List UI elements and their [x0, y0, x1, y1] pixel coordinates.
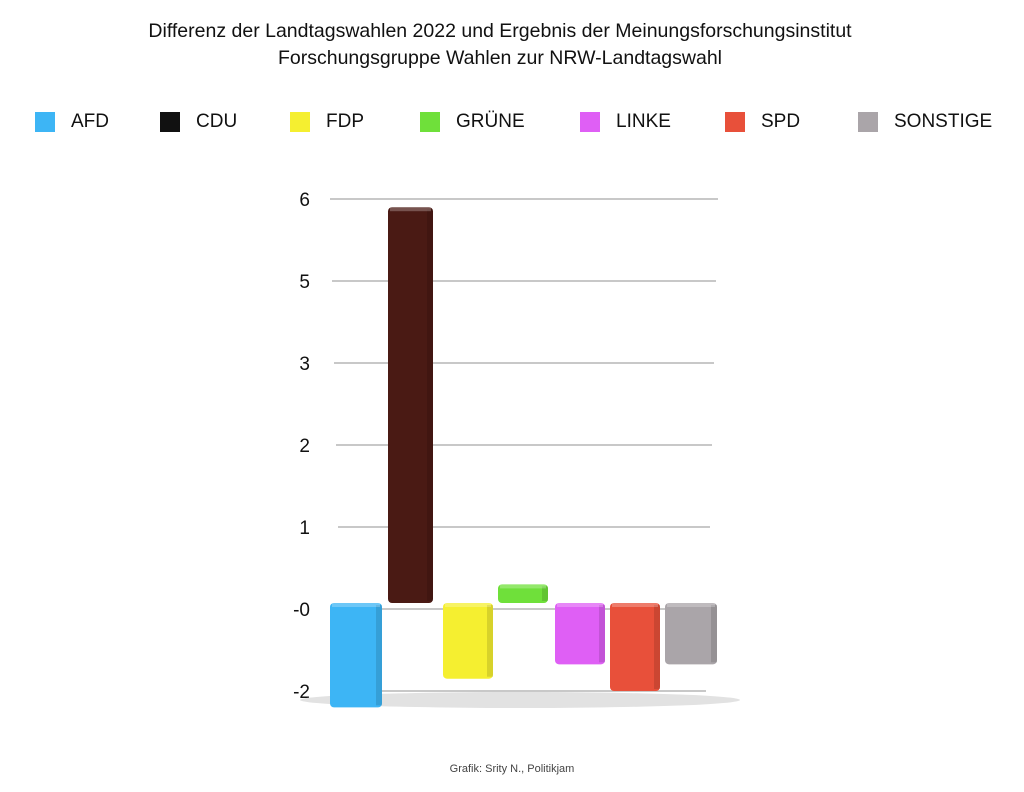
legend-swatch	[160, 112, 180, 132]
legend-item: FDP	[290, 111, 364, 133]
bar	[330, 603, 382, 708]
bar-grüne	[498, 584, 548, 603]
legend-swatch	[580, 112, 600, 132]
bar	[665, 603, 717, 665]
legend-label: SONSTIGE	[894, 111, 993, 132]
bar	[555, 603, 605, 665]
bar	[443, 603, 493, 679]
bar-side-shade	[427, 209, 433, 601]
legend-swatch	[725, 112, 745, 132]
bar-sonstige	[665, 603, 717, 665]
legend-label: FDP	[326, 111, 364, 132]
y-tick-label: 1	[299, 518, 310, 539]
bar	[498, 584, 548, 603]
bar-top-highlight	[612, 603, 658, 607]
legend-item: GRÜNE	[420, 111, 525, 133]
bar-top-highlight	[500, 584, 546, 589]
legend-label: AFD	[71, 111, 109, 132]
bar-top-highlight	[445, 603, 491, 607]
y-tick-label: 2	[299, 436, 310, 457]
legend-label: LINKE	[616, 111, 671, 132]
legend-label: CDU	[196, 111, 238, 132]
bar-fdp	[443, 603, 493, 679]
bar-side-shade	[487, 605, 493, 677]
bar-afd	[330, 603, 382, 708]
legend-item: SONSTIGE	[858, 111, 992, 133]
legend-swatch	[420, 112, 440, 132]
legend-item: LINKE	[580, 111, 671, 133]
bar	[388, 207, 433, 603]
legend-swatch	[35, 112, 55, 132]
legend-item: AFD	[35, 111, 109, 133]
legend-label: SPD	[761, 111, 801, 132]
floor-shadow	[300, 692, 740, 708]
bar-top-highlight	[667, 603, 715, 607]
legend-item: CDU	[160, 111, 237, 133]
legend-swatch	[858, 112, 878, 132]
bar-side-shade	[599, 605, 605, 663]
bar-side-shade	[542, 586, 548, 601]
bar-side-shade	[711, 605, 717, 663]
legend-swatch	[290, 112, 310, 132]
bar-linke	[555, 603, 605, 665]
bar-top-highlight	[390, 207, 431, 212]
credit-text: Grafik: Srity N., Politikjam	[449, 763, 575, 775]
bar	[610, 603, 660, 691]
y-tick-label: 5	[299, 272, 310, 293]
bar-side-shade	[654, 605, 660, 689]
y-tick-label: -0	[293, 600, 310, 621]
bar-top-highlight	[557, 603, 603, 607]
y-tick-label: 6	[299, 190, 310, 211]
bar-cdu	[388, 207, 433, 603]
bar-spd	[610, 603, 660, 691]
y-tick-label: 3	[299, 354, 310, 375]
chart-title-line-1: Differenz der Landtagswahlen 2022 und Er…	[148, 20, 852, 42]
chart-title: Differenz der Landtagswahlen 2022 und Er…	[0, 18, 1000, 72]
legend-item: SPD	[725, 111, 800, 133]
y-tick-label: -2	[293, 682, 310, 703]
chart-title-line-2: Forschungsgruppe Wahlen zur NRW-Landtags…	[277, 47, 723, 69]
bar-side-shade	[376, 605, 382, 706]
legend-label: GRÜNE	[456, 111, 525, 132]
bar-top-highlight	[332, 603, 380, 607]
